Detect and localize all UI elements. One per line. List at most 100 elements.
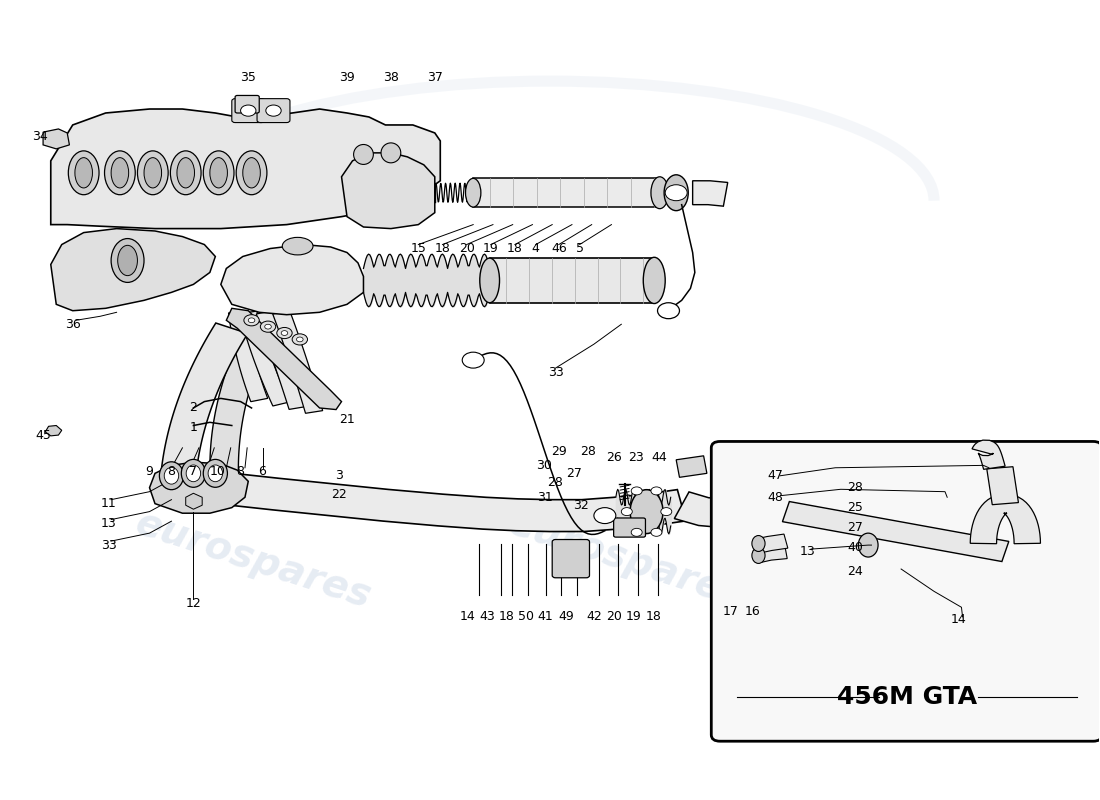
Ellipse shape <box>208 465 222 482</box>
FancyBboxPatch shape <box>235 95 260 113</box>
Text: 18: 18 <box>434 242 450 255</box>
Text: 1: 1 <box>189 422 197 434</box>
Ellipse shape <box>170 151 201 194</box>
Text: 13: 13 <box>101 517 117 530</box>
Text: 12: 12 <box>186 597 201 610</box>
Text: 22: 22 <box>331 487 348 501</box>
Text: 15: 15 <box>410 242 427 255</box>
Text: 30: 30 <box>537 459 552 472</box>
Text: 28: 28 <box>548 477 563 490</box>
Ellipse shape <box>204 459 228 487</box>
Ellipse shape <box>111 158 129 188</box>
Text: 19: 19 <box>626 610 641 623</box>
Circle shape <box>261 321 276 332</box>
Ellipse shape <box>111 238 144 282</box>
Polygon shape <box>229 312 267 402</box>
Ellipse shape <box>752 547 766 563</box>
Text: 24: 24 <box>847 565 862 578</box>
Ellipse shape <box>160 462 184 490</box>
Polygon shape <box>970 494 1041 544</box>
Polygon shape <box>693 181 728 206</box>
Text: 18: 18 <box>498 610 514 623</box>
Circle shape <box>631 487 642 495</box>
Polygon shape <box>674 492 726 527</box>
Circle shape <box>811 458 826 469</box>
Ellipse shape <box>138 151 168 194</box>
Ellipse shape <box>236 151 267 194</box>
Circle shape <box>241 105 256 116</box>
Text: 7: 7 <box>189 466 197 478</box>
Text: 8: 8 <box>236 466 244 478</box>
Polygon shape <box>43 129 69 149</box>
FancyBboxPatch shape <box>903 452 943 474</box>
Ellipse shape <box>177 158 195 188</box>
Ellipse shape <box>908 472 927 551</box>
Text: 34: 34 <box>32 130 47 143</box>
Text: 39: 39 <box>339 70 355 84</box>
Ellipse shape <box>651 177 669 209</box>
Circle shape <box>594 508 616 523</box>
Polygon shape <box>210 325 273 505</box>
Polygon shape <box>51 229 216 310</box>
Text: 50: 50 <box>518 610 534 623</box>
Text: 40: 40 <box>847 541 864 554</box>
Text: 14: 14 <box>460 610 475 623</box>
Text: 25: 25 <box>847 501 864 514</box>
Circle shape <box>266 105 282 116</box>
Text: eurospares: eurospares <box>504 503 749 615</box>
Text: 35: 35 <box>240 70 256 84</box>
Text: 28: 28 <box>847 481 864 494</box>
FancyBboxPatch shape <box>865 452 904 474</box>
Text: 33: 33 <box>101 538 117 551</box>
Polygon shape <box>676 456 707 478</box>
Polygon shape <box>756 534 788 553</box>
Ellipse shape <box>465 178 481 207</box>
Text: 18: 18 <box>646 610 661 623</box>
Text: 18: 18 <box>507 242 522 255</box>
Text: 9: 9 <box>145 466 154 478</box>
Ellipse shape <box>144 158 162 188</box>
Text: 47: 47 <box>767 470 783 482</box>
Circle shape <box>915 458 931 469</box>
Ellipse shape <box>480 258 499 302</box>
Circle shape <box>297 337 304 342</box>
Text: 36: 36 <box>65 318 80 330</box>
Circle shape <box>265 324 272 329</box>
Circle shape <box>244 314 260 326</box>
Polygon shape <box>150 462 249 514</box>
Polygon shape <box>227 308 341 410</box>
Ellipse shape <box>68 151 99 194</box>
Ellipse shape <box>716 472 736 551</box>
Text: 48: 48 <box>767 490 783 504</box>
Polygon shape <box>160 323 248 504</box>
Polygon shape <box>273 310 322 414</box>
Ellipse shape <box>752 535 766 551</box>
Polygon shape <box>987 466 1019 505</box>
Ellipse shape <box>164 467 178 484</box>
Text: 49: 49 <box>559 610 574 623</box>
Text: 11: 11 <box>101 497 117 510</box>
Polygon shape <box>240 311 289 406</box>
FancyBboxPatch shape <box>232 98 265 122</box>
FancyBboxPatch shape <box>717 466 926 558</box>
Text: 14: 14 <box>950 613 966 626</box>
Text: 33: 33 <box>548 366 563 378</box>
Polygon shape <box>45 426 62 436</box>
Text: 41: 41 <box>538 610 553 623</box>
Ellipse shape <box>204 151 234 194</box>
Text: 26: 26 <box>606 451 621 464</box>
Circle shape <box>293 334 308 345</box>
Circle shape <box>462 352 484 368</box>
Text: 37: 37 <box>427 70 442 84</box>
Ellipse shape <box>75 158 92 188</box>
Ellipse shape <box>381 143 400 163</box>
Circle shape <box>277 327 293 338</box>
Text: 6: 6 <box>258 466 266 478</box>
Text: 42: 42 <box>586 610 602 623</box>
Polygon shape <box>756 544 788 562</box>
Polygon shape <box>221 245 363 314</box>
Circle shape <box>877 458 892 469</box>
Circle shape <box>746 458 761 469</box>
Text: 21: 21 <box>339 414 355 426</box>
Circle shape <box>658 302 680 318</box>
